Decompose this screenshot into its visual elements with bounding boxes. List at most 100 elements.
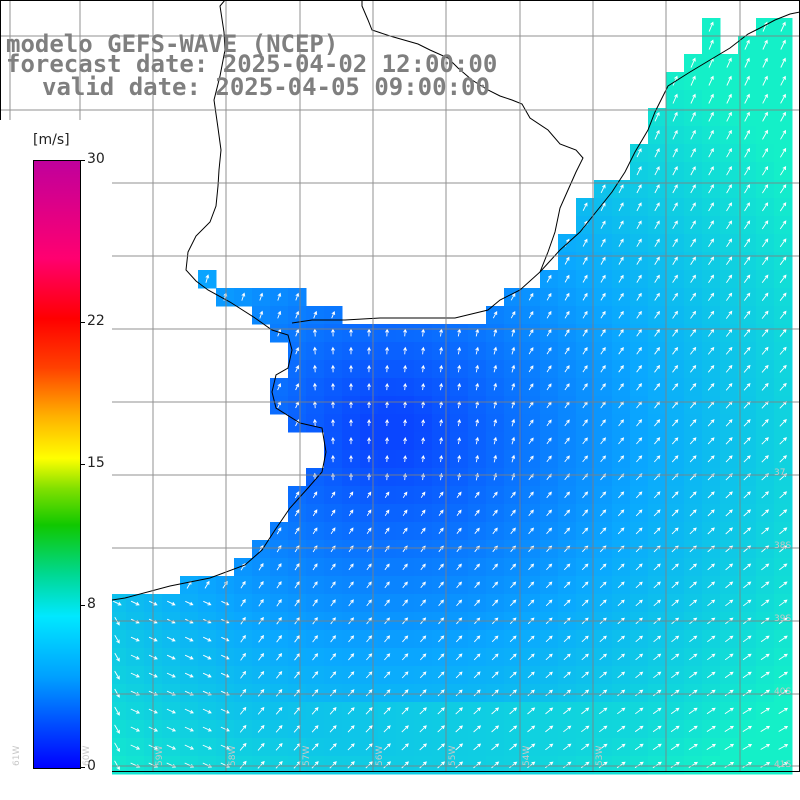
wind-arrow [331,436,335,445]
wind-arrow [473,743,482,751]
wind-arrow [456,491,462,498]
wind-arrow [779,310,787,319]
wind-arrow [528,347,534,355]
wind-arrow [473,671,481,679]
wind-arrow [545,707,554,715]
wind-arrow [383,671,391,679]
wind-arrow [184,672,194,678]
wind-arrow [313,310,318,319]
wind-arrow [778,762,789,768]
wind-arrow [330,581,336,589]
wind-arrow [493,346,498,355]
wind-arrow [474,563,481,571]
wind-arrow [762,129,768,140]
wind-arrow [726,57,732,68]
wind-arrow [652,725,662,733]
wind-arrow [473,635,481,643]
wind-arrow [634,761,644,769]
wind-arrow [438,491,444,498]
wind-arrow [636,328,642,337]
wind-arrow [744,202,750,212]
wind-arrow [725,509,733,517]
wind-arrow [329,725,337,733]
wind-arrow [761,364,769,373]
wind-arrow [744,75,750,86]
wind-arrow [114,688,120,698]
wind-arrow [600,347,606,355]
wind-arrow [635,581,643,589]
wind-arrow [312,581,318,589]
wind-arrow [475,436,480,445]
wind-arrow [365,743,373,751]
wind-arrow [528,328,534,337]
wind-arrow [564,527,571,535]
wind-arrow [439,382,444,391]
wind-arrow [563,563,571,571]
wind-arrow [114,670,120,680]
wind-arrow [779,202,787,212]
wind-arrow [724,707,734,715]
wind-arrow [439,364,444,373]
wind-arrow [760,635,770,643]
wind-arrow [760,762,771,768]
wind-arrow [635,509,643,517]
wind-arrow [672,166,678,176]
wind-arrow [707,364,715,373]
wind-arrow [331,454,335,463]
wind-arrow [743,292,751,301]
wind-arrow [277,292,282,301]
wind-arrow [744,184,750,194]
wind-arrow [761,509,770,517]
wind-arrow [205,274,210,283]
wind-arrow [653,581,661,589]
wind-arrow [690,220,696,230]
wind-arrow [635,527,643,535]
wind-arrow [365,671,373,679]
wind-arrow [545,743,554,751]
wind-arrow [347,689,355,697]
wind-arrow [457,382,462,391]
wind-arrow [690,147,696,158]
wind-arrow [761,310,769,319]
wind-arrow [672,383,679,391]
wind-arrow [600,274,606,283]
wind-arrow [563,671,571,679]
wind-arrow [564,455,570,463]
wind-arrow [688,707,698,715]
wind-arrow [331,418,335,427]
longitude-label: 53W [595,745,605,766]
wind-arrow [330,491,336,499]
wind-arrow [582,527,589,535]
wind-arrow [402,491,408,498]
wind-arrow [130,600,140,606]
wind-arrow [726,147,732,158]
wind-arrow [618,256,624,265]
wind-arrow [707,455,715,463]
wind-arrow [671,563,679,571]
wind-arrow [672,292,678,301]
wind-arrow [439,418,444,427]
wind-arrow [760,707,770,714]
wind-arrow [475,346,480,355]
wind-arrow [527,707,536,715]
wind-arrow [618,202,624,212]
wind-arrow [185,636,194,642]
wind-arrow [671,491,679,499]
wind-arrow [671,509,679,517]
wind-arrow [654,310,660,319]
wind-arrow [743,599,752,607]
wind-arrow [743,455,751,463]
wind-arrow [725,491,733,499]
wind-arrow [689,491,697,499]
wind-arrow [636,383,642,391]
wind-arrow [348,635,355,643]
wind-arrow [708,166,714,176]
wind-arrow [636,220,642,230]
wind-arrow [312,635,318,643]
wind-arrow [527,689,535,697]
wind-arrow [258,670,265,679]
wind-arrow [599,653,608,661]
wind-arrow [706,725,716,732]
longitude-label: 57W [302,745,312,766]
wind-arrow [385,364,390,373]
